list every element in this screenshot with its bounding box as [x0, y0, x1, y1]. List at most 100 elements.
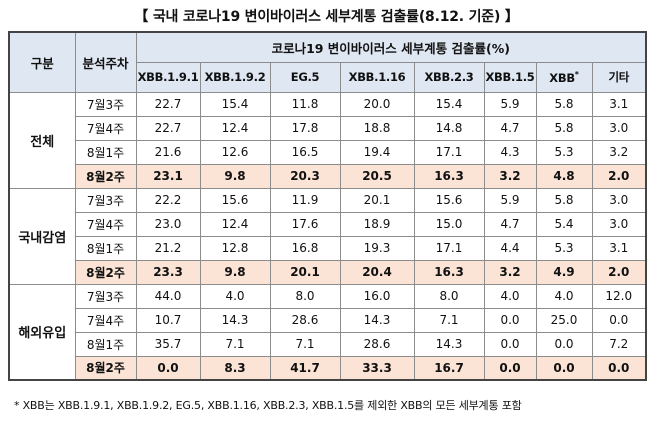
value-cell: 12.0	[591, 283, 647, 309]
value-cell: 12.6	[199, 139, 271, 165]
value-cell: 2.0	[591, 259, 647, 285]
group-column-header: 구분	[8, 31, 76, 93]
value-cell: 3.2	[591, 139, 647, 165]
value-cell: 21.2	[135, 235, 201, 261]
value-cell: 5.4	[535, 211, 593, 237]
variant-header: XBB.2.3	[413, 61, 485, 93]
value-cell: 12.4	[199, 211, 271, 237]
value-cell: 2.0	[591, 163, 647, 189]
group-label: 해외유입	[8, 283, 76, 381]
value-cell: 16.5	[269, 139, 341, 165]
value-cell: 16.3	[413, 259, 485, 285]
value-cell: 8.0	[413, 283, 485, 309]
table-row: 8월2주 0.0 8.3 41.7 33.3 16.7 0.0 0.0 0.0	[9, 355, 647, 381]
value-cell: 20.1	[339, 187, 415, 213]
value-cell: 5.9	[483, 91, 537, 117]
value-cell: 28.6	[339, 331, 415, 357]
week-cell: 7월4주	[74, 211, 137, 237]
value-cell: 4.0	[199, 283, 271, 309]
week-cell: 8월1주	[74, 235, 137, 261]
value-cell: 0.0	[483, 307, 537, 333]
value-cell: 14.8	[413, 115, 485, 141]
value-cell: 14.3	[199, 307, 271, 333]
value-cell: 5.3	[535, 235, 593, 261]
value-cell: 0.0	[483, 355, 537, 381]
table-row: 7월4주 22.7 12.4 17.8 18.8 14.8 4.7 5.8 3.0	[9, 115, 647, 141]
value-cell: 19.3	[339, 235, 415, 261]
variant-header: EG.5	[269, 61, 341, 93]
table-row: 전체 7월3주 22.7 15.4 11.8 20.0 15.4 5.9 5.8 3.1	[8, 91, 647, 189]
value-cell: 35.7	[135, 331, 201, 357]
value-cell: 16.8	[269, 235, 341, 261]
variant-header: XBB.1.9.1	[135, 61, 201, 93]
variant-label: XBB	[549, 70, 575, 85]
value-cell: 4.3	[483, 139, 537, 165]
value-cell: 15.6	[413, 187, 485, 213]
table-title: 【 국내 코로나19 변이바이러스 세부계통 검출률(8.12. 기준) 】	[134, 9, 519, 25]
week-cell: 8월2주	[74, 259, 137, 285]
week-cell: 7월4주	[74, 115, 137, 141]
value-cell: 4.0	[483, 283, 537, 309]
table-row: 8월1주 35.7 7.1 7.1 28.6 14.3 0.0 0.0 7.2	[9, 331, 647, 357]
table-row: 해외유입 7월3주 44.0 4.0 8.0 16.0 8.0 4.0 4.0 12.0	[8, 283, 647, 381]
table-row: 8월2주 23.3 9.8 20.1 20.4 16.3 3.2 4.9 2.0	[9, 259, 647, 285]
footnote-marker: *	[574, 69, 579, 79]
week-cell: 7월3주	[74, 91, 137, 117]
value-cell: 4.0	[535, 283, 593, 309]
footnote: * XBB는 XBB.1.9.1, XBB.1.9.2, EG.5, XBB.1…	[14, 399, 522, 412]
value-cell: 20.0	[339, 91, 415, 117]
value-cell: 4.9	[535, 259, 593, 285]
value-cell: 16.0	[339, 283, 415, 309]
value-cell: 41.7	[269, 355, 341, 381]
variant-detection-table: 구분 분석주차 코로나19 변이바이러스 세부계통 검출률(%) XBB.1.9…	[8, 31, 648, 381]
value-cell: 28.6	[269, 307, 341, 333]
value-cell: 3.2	[483, 259, 537, 285]
table-row: 7월4주 23.0 12.4 17.6 18.9 15.0 4.7 5.4 3.0	[9, 211, 647, 237]
week-cell: 8월1주	[74, 331, 137, 357]
table-row: 8월1주 21.6 12.6 16.5 19.4 17.1 4.3 5.3 3.2	[9, 139, 647, 165]
group-label: 전체	[8, 91, 76, 189]
value-cell: 15.4	[199, 91, 271, 117]
value-cell: 11.9	[269, 187, 341, 213]
value-cell: 9.8	[199, 163, 271, 189]
week-column-header: 분석주차	[74, 31, 137, 93]
week-cell: 7월3주	[74, 283, 137, 309]
value-cell: 7.1	[269, 331, 341, 357]
table-row: 8월1주 21.2 12.8 16.8 19.3 17.1 4.4 5.3 3.1	[9, 235, 647, 261]
value-cell: 14.3	[339, 307, 415, 333]
week-cell: 8월2주	[74, 163, 137, 189]
value-cell: 20.1	[269, 259, 341, 285]
week-cell: 8월1주	[74, 139, 137, 165]
value-cell: 16.3	[413, 163, 485, 189]
value-cell: 22.7	[135, 91, 201, 117]
group-label: 국내감염	[8, 187, 76, 285]
value-cell: 3.2	[483, 163, 537, 189]
value-cell: 23.0	[135, 211, 201, 237]
value-cell: 4.7	[483, 211, 537, 237]
value-cell: 11.8	[269, 91, 341, 117]
value-cell: 16.7	[413, 355, 485, 381]
week-cell: 8월2주	[74, 355, 137, 381]
value-cell: 21.6	[135, 139, 201, 165]
value-cell: 0.0	[591, 307, 647, 333]
value-cell: 18.9	[339, 211, 415, 237]
value-cell: 7.2	[591, 331, 647, 357]
value-cell: 17.8	[269, 115, 341, 141]
value-cell: 3.1	[591, 235, 647, 261]
value-cell: 0.0	[591, 355, 647, 381]
table-body: 전체 7월3주 22.7 15.4 11.8 20.0 15.4 5.9 5.8 3.1 7월4주 2…	[8, 91, 647, 381]
value-cell: 4.7	[483, 115, 537, 141]
value-cell: 17.1	[413, 139, 485, 165]
value-cell: 20.4	[339, 259, 415, 285]
value-cell: 23.3	[135, 259, 201, 285]
value-cell: 22.7	[135, 115, 201, 141]
value-cell: 17.1	[413, 235, 485, 261]
variant-header: XBB.1.16	[339, 61, 415, 93]
value-cell: 0.0	[535, 331, 593, 357]
value-cell: 44.0	[135, 283, 201, 309]
detection-rate-header: 코로나19 변이바이러스 세부계통 검출률(%)	[135, 31, 647, 63]
value-cell: 9.8	[199, 259, 271, 285]
value-cell: 18.8	[339, 115, 415, 141]
value-cell: 0.0	[135, 355, 201, 381]
value-cell: 3.0	[591, 187, 647, 213]
